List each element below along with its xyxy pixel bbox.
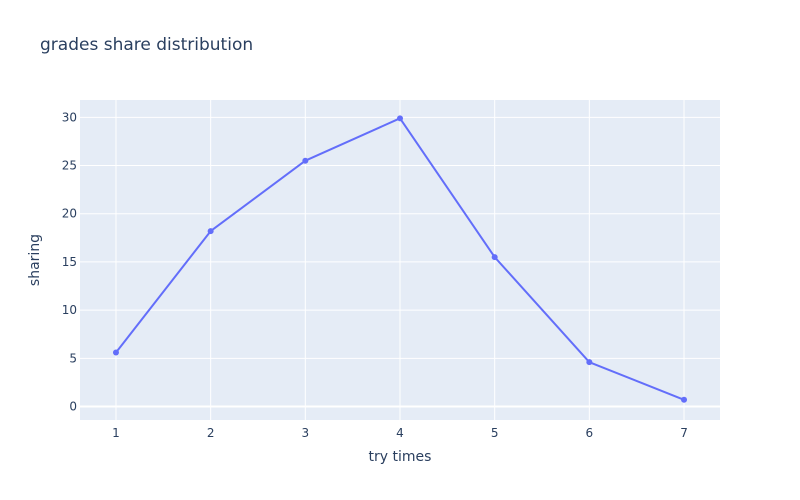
x-tick-label: 4 <box>396 426 404 440</box>
y-tick-label: 5 <box>69 351 77 365</box>
x-axis-title: try times <box>369 449 432 465</box>
data-point <box>207 228 214 235</box>
data-point <box>112 349 119 356</box>
y-tick-label: 10 <box>62 303 77 317</box>
y-tick-label: 0 <box>69 400 77 414</box>
x-tick-label: 3 <box>302 426 310 440</box>
data-point <box>586 359 593 366</box>
y-tick-label: 25 <box>62 159 77 173</box>
data-point <box>491 254 498 261</box>
data-point <box>302 157 309 164</box>
series-layer <box>112 115 688 403</box>
y-tick-label: 30 <box>62 110 77 124</box>
tick-label-layer: 1 2 3 4 5 6 7 0 5 10 15 20 25 30 <box>62 110 688 440</box>
x-tick-label: 5 <box>491 426 499 440</box>
data-point <box>681 396 688 403</box>
x-tick-label: 6 <box>586 426 594 440</box>
x-tick-label: 7 <box>680 426 688 440</box>
y-tick-label: 20 <box>62 207 77 221</box>
data-point <box>397 115 403 122</box>
y-tick-label: 15 <box>62 255 77 269</box>
chart-title: grades share distribution <box>40 35 253 55</box>
y-axis-title: sharing <box>27 234 43 286</box>
grid-layer <box>80 100 720 420</box>
x-tick-label: 2 <box>207 426 215 440</box>
x-tick-label: 1 <box>112 426 120 440</box>
